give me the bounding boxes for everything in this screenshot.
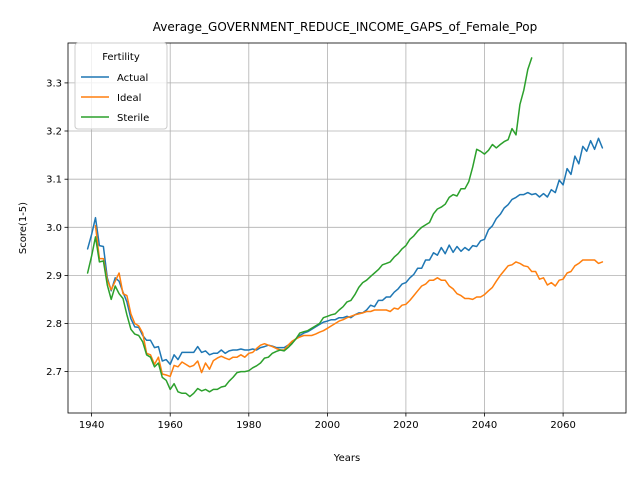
y-tick-label: 3.0 <box>46 223 62 234</box>
x-tick-label: 1940 <box>79 420 104 431</box>
legend: Fertility Actual Ideal Sterile <box>74 42 168 130</box>
x-tick-label: 1960 <box>157 420 182 431</box>
series-line-actual <box>86 137 604 366</box>
x-tick-label: 2020 <box>393 420 418 431</box>
x-tick-label: 2060 <box>550 420 575 431</box>
y-tick-label: 2.8 <box>46 319 62 330</box>
x-tick-label: 2000 <box>315 420 340 431</box>
chart-title: Average_GOVERNMENT_REDUCE_INCOME_GAPS_of… <box>153 20 537 34</box>
axis-ticks: 1940 1960 1980 2000 2020 2040 2060 2.7 2.8 2.9 3.0… <box>46 78 576 431</box>
series-line-sterile <box>86 57 533 398</box>
y-axis-label: Score(1-5) <box>18 202 29 254</box>
y-tick-label: 3.1 <box>46 175 62 186</box>
y-tick-label: 2.9 <box>46 271 62 282</box>
legend-box <box>74 42 168 130</box>
plot-frame <box>67 42 627 414</box>
x-tick-label: 2040 <box>472 420 497 431</box>
data-series <box>86 57 604 398</box>
legend-label-actual: Actual <box>117 73 148 84</box>
y-tick-label: 3.2 <box>46 127 62 138</box>
legend-label-ideal: Ideal <box>117 93 141 104</box>
legend-label-sterile: Sterile <box>117 113 149 124</box>
y-tick-label: 3.3 <box>46 78 62 89</box>
x-tick-label: 1980 <box>236 420 261 431</box>
legend-entries: Actual Ideal Sterile <box>81 73 149 124</box>
x-axis-label: Years <box>333 453 360 464</box>
y-tick-label: 2.7 <box>46 367 62 378</box>
series-line-ideal <box>94 225 604 378</box>
legend-title: Fertility <box>102 52 140 63</box>
